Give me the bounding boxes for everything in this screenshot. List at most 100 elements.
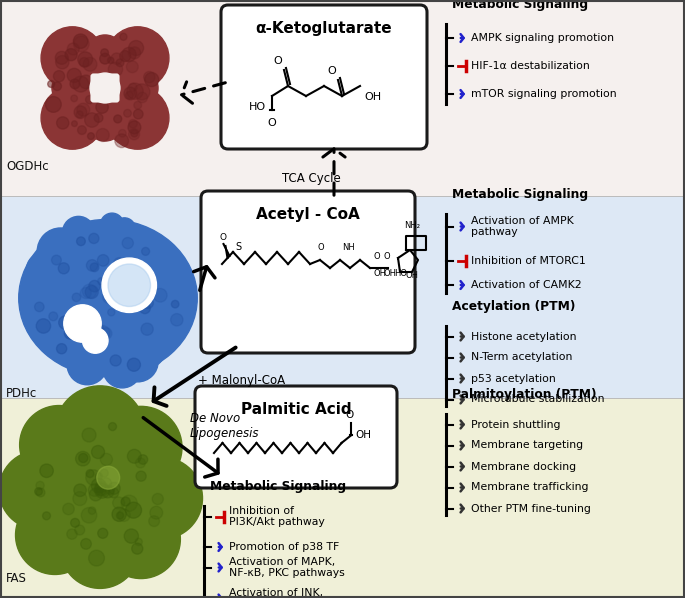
Text: p53 acetylation: p53 acetylation — [471, 374, 556, 383]
Circle shape — [114, 218, 136, 240]
Text: O: O — [345, 410, 353, 420]
FancyBboxPatch shape — [90, 74, 120, 103]
Circle shape — [137, 92, 147, 103]
Circle shape — [51, 317, 90, 355]
Circle shape — [142, 240, 176, 273]
Circle shape — [88, 484, 101, 496]
Circle shape — [142, 248, 149, 255]
Circle shape — [112, 507, 126, 521]
Circle shape — [108, 57, 114, 63]
Text: HO: HO — [249, 102, 266, 112]
Text: O: O — [273, 56, 282, 66]
Circle shape — [136, 306, 178, 348]
Circle shape — [125, 91, 133, 99]
Circle shape — [144, 71, 155, 83]
Circle shape — [129, 302, 139, 312]
Circle shape — [106, 87, 169, 149]
Circle shape — [88, 507, 96, 514]
Circle shape — [102, 258, 156, 312]
Text: OH: OH — [364, 92, 381, 102]
Circle shape — [82, 508, 97, 523]
Circle shape — [140, 256, 178, 293]
Circle shape — [102, 276, 110, 284]
Circle shape — [77, 103, 90, 116]
Circle shape — [75, 525, 85, 535]
Circle shape — [89, 488, 102, 501]
Circle shape — [64, 305, 101, 342]
Circle shape — [33, 285, 73, 325]
Text: HO: HO — [394, 269, 407, 278]
Circle shape — [95, 473, 103, 480]
Circle shape — [149, 515, 160, 527]
Circle shape — [97, 255, 109, 266]
Circle shape — [42, 512, 51, 520]
Text: O: O — [374, 252, 381, 261]
Text: O: O — [318, 243, 325, 252]
Circle shape — [65, 48, 77, 61]
Circle shape — [116, 512, 123, 519]
Circle shape — [96, 101, 108, 113]
Circle shape — [150, 507, 163, 519]
Circle shape — [131, 130, 138, 137]
Circle shape — [62, 106, 100, 145]
FancyBboxPatch shape — [195, 386, 397, 488]
Circle shape — [48, 81, 55, 87]
Circle shape — [108, 264, 151, 307]
Circle shape — [64, 327, 76, 339]
Circle shape — [115, 134, 129, 148]
Circle shape — [114, 258, 125, 269]
Circle shape — [37, 228, 84, 275]
Text: NH₂: NH₂ — [404, 221, 420, 230]
Circle shape — [126, 61, 138, 73]
Circle shape — [108, 62, 123, 77]
Circle shape — [49, 312, 58, 321]
Circle shape — [16, 496, 95, 575]
Circle shape — [117, 230, 164, 277]
Text: O: O — [220, 233, 227, 242]
Text: Membrane trafficking: Membrane trafficking — [471, 483, 588, 493]
Circle shape — [110, 32, 148, 69]
Circle shape — [107, 280, 117, 289]
Circle shape — [136, 471, 146, 481]
Text: OGDHc: OGDHc — [6, 160, 49, 173]
Circle shape — [95, 481, 109, 496]
Text: NH: NH — [342, 243, 355, 252]
Circle shape — [34, 302, 44, 312]
Circle shape — [74, 314, 86, 327]
Circle shape — [86, 469, 94, 478]
Circle shape — [63, 504, 74, 515]
Circle shape — [127, 449, 141, 463]
Circle shape — [55, 56, 69, 69]
Circle shape — [145, 72, 159, 87]
Circle shape — [95, 483, 110, 498]
Circle shape — [110, 355, 121, 366]
Circle shape — [128, 121, 141, 134]
Circle shape — [90, 263, 99, 271]
Bar — [0, 0, 685, 196]
Circle shape — [121, 457, 203, 539]
Circle shape — [74, 106, 87, 118]
Circle shape — [121, 495, 137, 511]
Circle shape — [89, 233, 99, 243]
Circle shape — [57, 344, 66, 354]
Circle shape — [36, 488, 45, 497]
Circle shape — [102, 486, 114, 498]
Circle shape — [97, 486, 105, 495]
Circle shape — [136, 458, 145, 468]
Circle shape — [94, 114, 103, 123]
Circle shape — [125, 502, 142, 518]
Circle shape — [108, 283, 119, 293]
Circle shape — [88, 133, 95, 139]
Circle shape — [98, 277, 105, 285]
Circle shape — [73, 492, 87, 505]
Circle shape — [71, 95, 77, 102]
Circle shape — [26, 416, 174, 564]
Circle shape — [129, 47, 140, 59]
Bar — [0, 398, 685, 598]
Circle shape — [95, 325, 110, 340]
Text: mTOR signaling promotion: mTOR signaling promotion — [471, 89, 616, 99]
Text: O: O — [327, 66, 336, 76]
Circle shape — [20, 405, 99, 484]
Circle shape — [101, 213, 123, 236]
Circle shape — [59, 316, 72, 329]
